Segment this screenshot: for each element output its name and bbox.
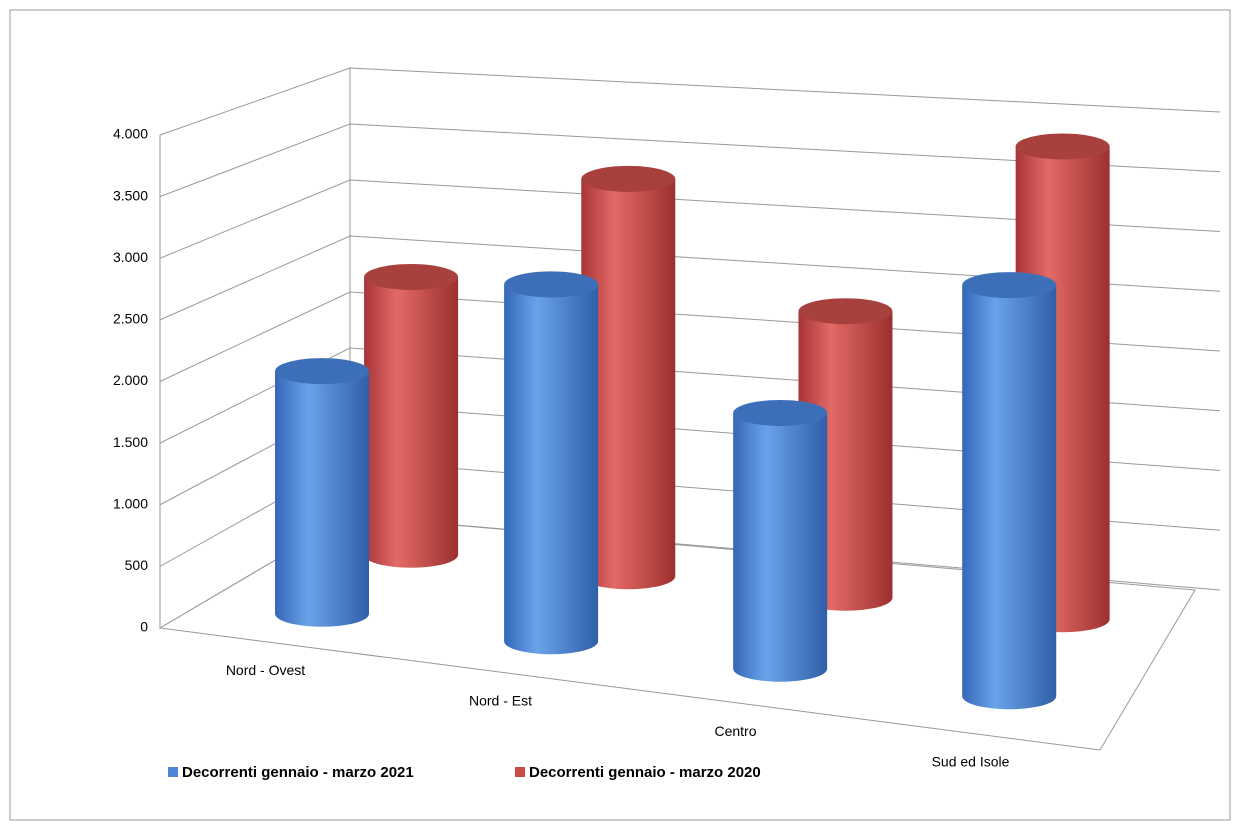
bar	[504, 271, 599, 655]
bar-body	[364, 277, 459, 568]
bar-body	[581, 178, 676, 590]
bar-body	[504, 284, 599, 655]
bar-top	[581, 165, 676, 192]
y-tick-label: 4.000	[113, 126, 148, 142]
y-tick-label: 500	[125, 557, 149, 573]
x-tick-label: Centro	[714, 723, 756, 739]
x-tick-label: Nord - Est	[469, 692, 532, 708]
x-tick-label: Sud ed Isole	[932, 753, 1010, 769]
y-tick-label: 1.000	[113, 495, 148, 511]
legend-swatch	[515, 767, 525, 777]
bar	[962, 272, 1057, 710]
bar-body	[275, 371, 370, 627]
bar-top	[962, 272, 1057, 299]
chart-border	[9, 9, 1231, 821]
y-tick-label: 2.000	[113, 372, 148, 388]
y-tick-label: 3.000	[113, 249, 148, 265]
bar-top	[364, 264, 459, 291]
legend-text: Decorrenti gennaio - marzo 2021	[182, 764, 414, 781]
y-tick-label: 1.500	[113, 434, 148, 450]
bar	[581, 165, 676, 590]
bar-body	[962, 285, 1057, 710]
y-tick-label: 2.500	[113, 311, 148, 327]
bar	[733, 399, 828, 682]
bar-top	[733, 399, 828, 426]
y-tick-label: 3.500	[113, 187, 148, 203]
bar-top	[275, 358, 370, 385]
x-tick-label: Nord - Ovest	[226, 662, 305, 678]
bar-top	[798, 298, 893, 325]
legend-swatch	[168, 767, 178, 777]
bar	[364, 264, 459, 568]
y-tick-label: 0	[140, 619, 148, 635]
bar-top	[504, 271, 599, 298]
grid-line	[159, 67, 1221, 136]
bar-body	[733, 412, 828, 682]
legend-text: Decorrenti gennaio - marzo 2020	[529, 764, 761, 781]
bar-top	[1015, 133, 1110, 160]
bar	[275, 358, 370, 627]
